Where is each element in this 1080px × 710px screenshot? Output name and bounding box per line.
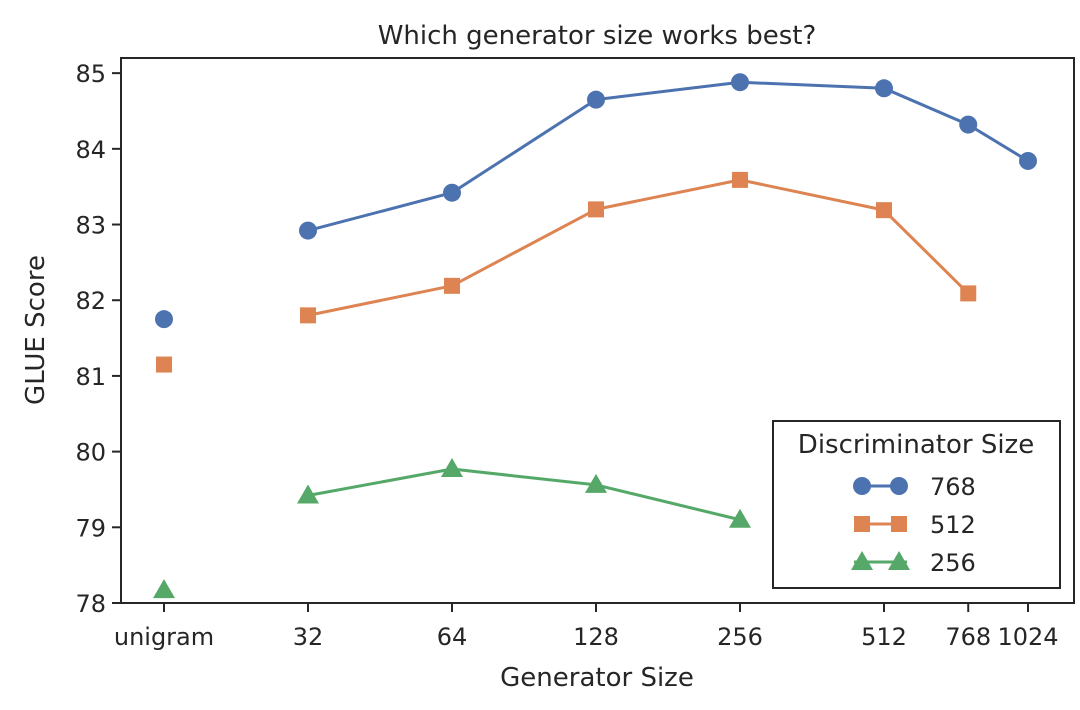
y-tick-label: 81	[75, 363, 106, 391]
legend: Discriminator Size 768 512 256	[772, 420, 1061, 589]
y-axis-label: GLUE Score	[21, 255, 51, 405]
x-tick-label: 64	[437, 623, 468, 651]
data-point	[875, 79, 893, 98]
data-point	[299, 221, 317, 240]
data-point	[155, 310, 173, 329]
y-tick-label: 85	[75, 60, 106, 88]
y-tick-label: 79	[75, 514, 106, 542]
data-point	[959, 115, 978, 134]
series-256	[153, 458, 751, 599]
x-tick-label: 256	[717, 623, 763, 651]
y-tick-label: 84	[75, 136, 106, 164]
x-tick-label: unigram	[114, 623, 214, 651]
x-tick-label: 32	[293, 623, 324, 651]
chart-title: Which generator size works best?	[378, 21, 817, 51]
y-tick-label: 82	[75, 287, 106, 315]
legend-item-768: 768	[853, 473, 976, 501]
legend-title: Discriminator Size	[798, 430, 1034, 460]
legend-marker	[888, 551, 910, 570]
series-line-256	[307, 467, 741, 522]
data-point	[300, 307, 316, 324]
y-tick-label: 83	[75, 212, 106, 240]
legend-marker	[891, 516, 907, 532]
legend-items: 768 512 256	[851, 473, 976, 577]
x-tick-label: 768	[945, 623, 991, 651]
data-point	[732, 171, 748, 188]
series-line-512	[307, 178, 970, 317]
legend-marker	[853, 477, 871, 495]
data-point	[156, 356, 172, 373]
series-512	[156, 171, 977, 373]
data-point	[960, 285, 977, 302]
x-axis-label: Generator Size	[500, 663, 694, 693]
data-point	[587, 90, 605, 109]
x-axis: unigram 32 64 128 256 512 768 1024	[114, 603, 1059, 651]
y-tick-label: 78	[75, 590, 106, 618]
data-point	[153, 579, 175, 599]
legend-label: 512	[930, 511, 976, 539]
legend-box	[772, 420, 1061, 589]
x-tick-label: 1024	[997, 623, 1058, 651]
data-point	[731, 73, 749, 92]
x-tick-label: 128	[573, 623, 619, 651]
legend-marker	[854, 516, 870, 532]
y-axis: 78 79 80 81 82 83 84 85	[75, 60, 121, 618]
x-tick-label: 512	[861, 623, 907, 651]
data-point	[588, 201, 604, 218]
legend-marker	[851, 551, 873, 570]
legend-label: 768	[930, 473, 976, 501]
legend-item-256: 256	[851, 549, 976, 577]
data-point	[441, 458, 463, 478]
data-point	[729, 508, 751, 528]
series-layer	[153, 73, 1037, 599]
data-point	[1019, 151, 1037, 170]
legend-label: 256	[930, 549, 976, 577]
y-tick-label: 80	[75, 439, 106, 467]
series-line-768	[307, 80, 1029, 233]
series-768	[155, 73, 1037, 329]
legend-item-512: 512	[854, 511, 976, 539]
data-point	[585, 473, 607, 493]
data-point	[444, 277, 460, 294]
data-point	[876, 202, 892, 219]
data-point	[443, 183, 461, 202]
data-point	[297, 484, 319, 504]
legend-marker	[890, 477, 908, 495]
plot-area-frame	[120, 57, 1075, 604]
